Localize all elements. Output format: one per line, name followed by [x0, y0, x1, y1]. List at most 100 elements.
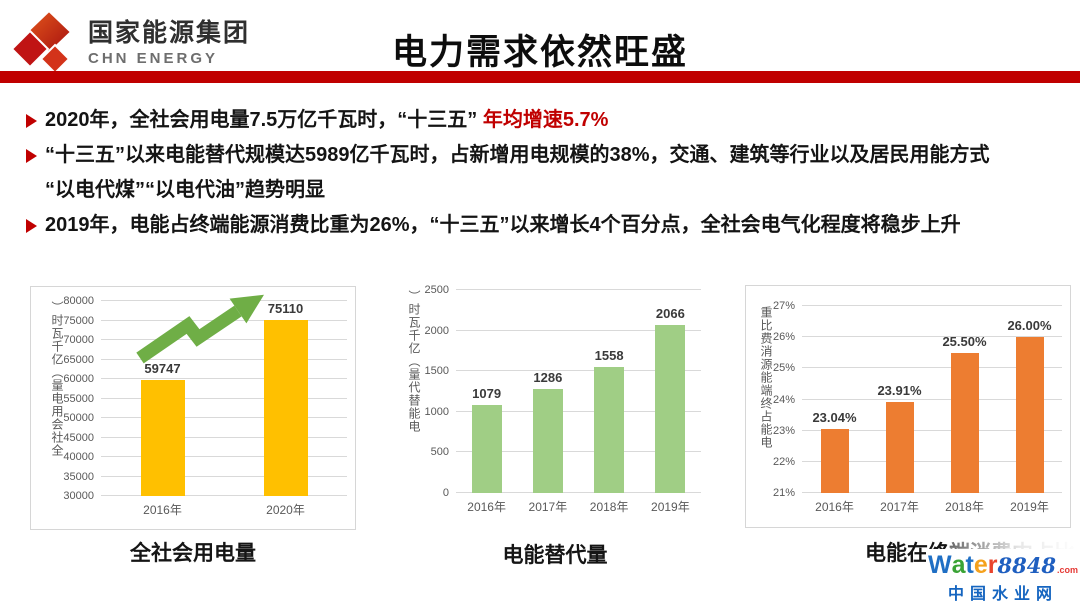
bar-group: 59747 — [101, 301, 224, 496]
bullet-list: 2020年，全社会用电量7.5万亿千瓦时，“十三五” 年均增速5.7% “十三五”… — [26, 103, 1060, 243]
y-tick-label: 500 — [430, 446, 449, 459]
bar — [655, 325, 686, 493]
bullet-item: 2019年，电能占终端能源消费比重为26%，“十三五”以来增长4个百分点，全社会… — [26, 208, 1060, 243]
watermark-letter: e — [973, 551, 988, 579]
bar-value-label: 26.00% — [1007, 318, 1052, 334]
bar-value-label: 23.91% — [877, 383, 922, 399]
y-tick-label: 22% — [772, 455, 795, 468]
plot-area: 0 500 1000 1500 2000 2500 1079 1286 1558 2066 — [425, 284, 701, 499]
bar-group: 2066 — [640, 290, 701, 493]
watermark-letter: t — [965, 551, 974, 579]
x-tick-label: 2020年 — [266, 503, 305, 517]
y-tick-label: 21% — [772, 487, 795, 499]
gridline — [802, 367, 1062, 369]
bar-value-label: 2066 — [655, 306, 685, 322]
gridline — [101, 417, 347, 418]
y-axis-label: ）时瓦千亿（量代替能电 — [407, 290, 421, 433]
gridline — [456, 410, 701, 412]
x-tick-label: 2018年 — [589, 500, 629, 514]
bar — [885, 402, 914, 493]
y-tick-label: 75000 — [63, 314, 94, 327]
watermark-letter: a — [951, 551, 966, 579]
x-tick-label: 2019年 — [651, 500, 690, 514]
x-axis-labels: 2016年 2017年 2018年 2019年 — [456, 498, 701, 515]
logo: 国家能源集团 CHN ENERGY — [10, 10, 250, 74]
bullet-text-segment: 年均增速5.7% — [482, 109, 609, 131]
gridline — [456, 451, 701, 453]
y-tick-label: 60000 — [63, 373, 94, 385]
y-tick-label: 26% — [772, 331, 795, 344]
bar-group: 23.91% — [867, 306, 932, 493]
y-tick-label: 35000 — [63, 470, 94, 483]
bar-group: 1079 — [456, 290, 517, 493]
watermark-number: 8848 — [997, 553, 1056, 578]
y-tick-label: 27% — [772, 300, 795, 312]
y-axis-label: 重比费消源能端终占能电 — [759, 306, 773, 449]
bar-group: 1286 — [517, 290, 578, 493]
y-tick-label: 45000 — [63, 431, 94, 444]
bar-group: 1558 — [579, 290, 640, 493]
y-tick-label: 1500 — [424, 365, 449, 378]
gridline — [456, 492, 701, 493]
y-tick-label: 40000 — [63, 451, 94, 463]
chart-caption-substitution: 电能替代量 — [502, 544, 608, 567]
bullet-text-segment: 2020年，全社会用电量7.5万亿千瓦时，“十三五” — [45, 109, 483, 131]
y-tick-label: 80000 — [63, 295, 94, 307]
bar — [532, 388, 563, 493]
bullet-text: “十三五”以来电能替代规模达5989亿千瓦时，占新增用电规模的38%，交通、建筑… — [45, 138, 990, 208]
bar-value-label: 1286 — [533, 369, 563, 385]
x-axis-labels: 2016年 2020年 — [101, 501, 347, 518]
y-axis-label: ）时瓦千亿（量电用会社全 — [50, 301, 64, 457]
bar — [471, 405, 502, 493]
bullet-text: 2019年，电能占终端能源消费比重为26%，“十三五”以来增长4个百分点，全社会… — [45, 208, 961, 243]
gridline — [456, 289, 701, 290]
watermark-subtitle: 中国水业网 — [947, 586, 1058, 603]
bullet-arrow-icon — [26, 219, 37, 233]
gridline — [802, 305, 1062, 306]
x-tick-label: 2018年 — [945, 500, 984, 514]
bar — [263, 320, 308, 496]
bar-group: 23.04% — [802, 306, 867, 493]
bar-group: 75110 — [224, 301, 347, 496]
gridline — [101, 475, 347, 477]
y-tick-label: 55000 — [63, 392, 94, 405]
y-tick-label: 23% — [772, 424, 795, 437]
bar-group: 26.00% — [997, 306, 1062, 493]
bullet-text-segment: “十三五”以来电能替代规模达5989亿千瓦时，占新增用电规模的38%，交通、建筑… — [45, 144, 990, 201]
y-tick-label: 1000 — [424, 405, 449, 418]
plot-area: 21% 22% 23% 24% 25% 26% 27% 23.04% 23.91% 25.50% 2… — [773, 300, 1062, 499]
chart-caption-total-consumption: 全社会用电量 — [130, 542, 256, 565]
watermark-letter: W — [928, 551, 952, 579]
gridline — [456, 329, 701, 331]
bar-value-label: 1079 — [472, 386, 502, 402]
gridline — [101, 495, 347, 496]
gridline — [101, 378, 347, 379]
gridline — [101, 456, 347, 457]
gridline — [802, 460, 1062, 462]
y-tick-label: 25% — [772, 362, 795, 375]
y-tick-label: 30000 — [63, 490, 94, 502]
bar-value-label: 1558 — [594, 347, 624, 363]
bar — [140, 380, 185, 496]
gridline — [802, 336, 1062, 338]
bar-series: 1079 1286 1558 2066 — [456, 290, 701, 493]
bar-value-label: 75110 — [267, 301, 304, 317]
chn-energy-logo-icon — [10, 10, 76, 74]
gridline — [101, 436, 347, 438]
y-tick-label: 24% — [772, 393, 795, 406]
y-tick-label: 70000 — [63, 334, 94, 346]
gridline — [802, 492, 1062, 493]
bar — [950, 352, 979, 493]
bullet-arrow-icon — [26, 114, 37, 128]
org-name-en: CHN ENERGY — [88, 49, 219, 67]
chart-total-society-electricity: ）时瓦千亿（量电用会社全 30000 35000 40000 45000 50000 550… — [30, 286, 356, 530]
gridline — [802, 398, 1062, 400]
header-accent-band — [0, 71, 1080, 83]
logo-text: 国家能源集团 CHN ENERGY — [88, 18, 250, 67]
gridline — [101, 397, 347, 399]
watermark-letter: r — [987, 551, 998, 579]
x-tick-label: 2017年 — [528, 500, 568, 514]
